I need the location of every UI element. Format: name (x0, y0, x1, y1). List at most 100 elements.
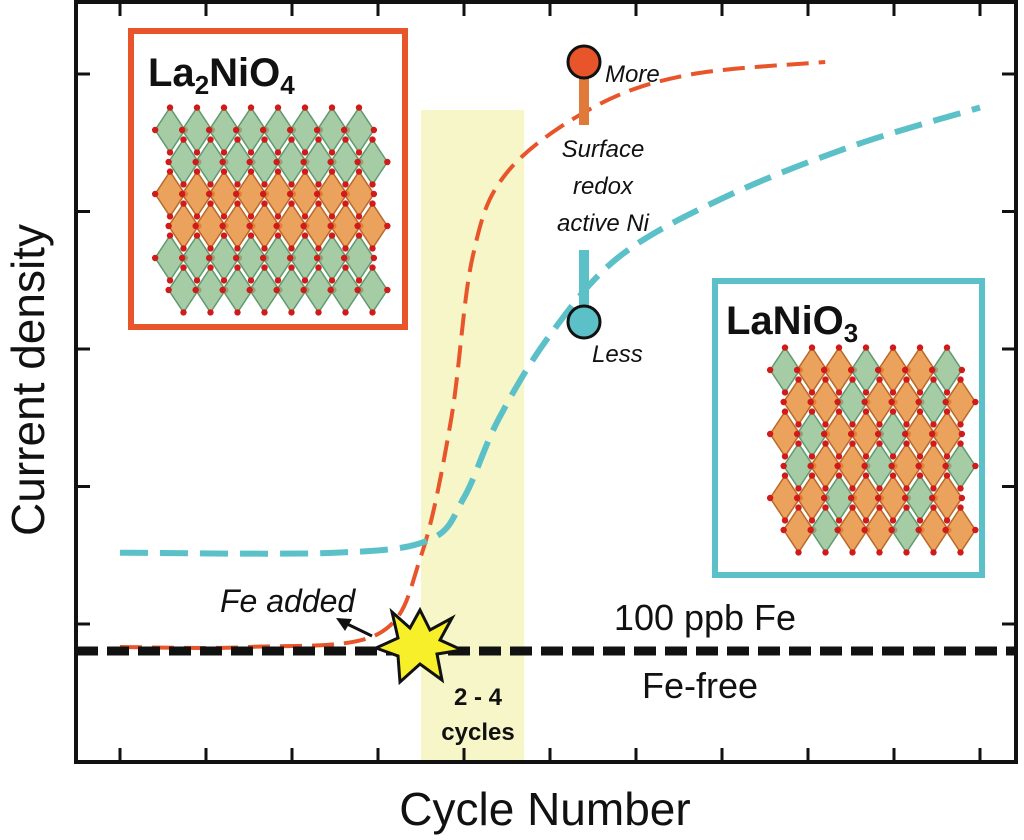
oxygen-atom (862, 453, 870, 460)
oxygen-atom (165, 286, 172, 294)
oxygen-atom (247, 168, 255, 175)
oxygen-atom (259, 254, 267, 262)
oxygen-atom (834, 398, 841, 406)
oxygen-atom (207, 136, 214, 143)
oxygen-atom (259, 190, 267, 198)
oxygen-atom (793, 430, 801, 438)
oxygen-atom (370, 254, 378, 262)
oxygen-atom (384, 286, 391, 294)
oxygen-atom (861, 526, 868, 534)
oxygen-atom (957, 421, 964, 428)
oxygen-atom (916, 472, 924, 479)
oxygen-atom (916, 408, 924, 415)
oxygen-atom (795, 549, 802, 556)
oxygen-atom (259, 126, 267, 134)
oxygen-atom (354, 222, 361, 230)
oxygen-atom (288, 200, 295, 207)
oxygen-atom (286, 126, 294, 134)
oxygen-atom (820, 366, 828, 374)
inset-lanio3: LaNiO3 (712, 278, 985, 578)
oxygen-atom (151, 254, 159, 262)
oxygen-atom (766, 366, 774, 374)
oxygen-atom (315, 245, 322, 252)
oxygen-atom (835, 389, 843, 396)
oxygen-atom (166, 104, 174, 111)
less-marker (566, 304, 602, 340)
oxygen-atom (903, 504, 910, 511)
oxygen-atom (876, 421, 883, 428)
fe-added-star-icon (372, 606, 468, 686)
oxygen-atom (301, 104, 309, 111)
oxygen-atom (193, 232, 201, 239)
oxygen-atom (930, 440, 937, 447)
oxygen-atom (234, 309, 241, 316)
oxygen-atom (876, 485, 883, 492)
oxygen-atom (849, 504, 856, 511)
oxygen-atom (822, 549, 829, 556)
inset-lanio3-title: LaNiO3 (726, 299, 858, 348)
oxygen-atom (180, 200, 187, 207)
oxygen-atom (835, 344, 843, 351)
series-line-lanio3 (119, 104, 981, 557)
oxygen-atom (808, 344, 816, 351)
oxygen-atom (301, 149, 309, 156)
oxygen-atom (835, 453, 843, 460)
oxygen-atom (180, 309, 187, 316)
oxygen-atom (328, 149, 336, 156)
oxygen-atom (207, 309, 214, 316)
surface-label-line1: Surface (562, 136, 645, 163)
oxygen-atom (862, 389, 870, 396)
oxygen-atom (234, 245, 241, 252)
oxygen-atom (205, 190, 213, 198)
oxygen-atom (232, 126, 240, 134)
inset-la2nio4: La2NiO4 (128, 28, 408, 330)
oxygen-atom (315, 264, 322, 271)
fe-added-arrowhead (336, 618, 352, 631)
oxygen-atom (219, 158, 226, 166)
oxygen-atom (193, 168, 201, 175)
more-marker (566, 44, 602, 80)
surface-label-line2: redox (573, 173, 634, 200)
oxygen-atom (928, 430, 936, 438)
oxygen-atom (847, 494, 855, 502)
oxygen-atom (957, 440, 964, 447)
oxygen-atom (247, 149, 255, 156)
oxygen-atom (232, 254, 240, 262)
oxygen-atom (928, 366, 936, 374)
oxygen-atom (369, 136, 376, 143)
oxygen-atom (943, 453, 951, 460)
axis-ticks (76, 2, 1016, 763)
oxygen-atom (822, 376, 829, 383)
oxygen-atom (849, 421, 856, 428)
oxygen-atom (916, 389, 924, 396)
oxygen-atom (261, 200, 268, 207)
oxygen-atom (930, 421, 937, 428)
oxygen-atom (370, 190, 378, 198)
oxygen-atom (862, 344, 870, 351)
oxygen-atom (220, 149, 228, 156)
oxygen-atom (861, 398, 868, 406)
oxygen-atom (327, 158, 334, 166)
oxygen-atom (903, 421, 910, 428)
oxygen-atom (328, 213, 336, 220)
oxygen-atom (288, 181, 295, 188)
oxygen-atom (369, 181, 376, 188)
oxygen-atom (780, 526, 787, 534)
oxygen-atom (958, 494, 966, 502)
oxygen-atom (808, 389, 816, 396)
oxygen-atom (286, 190, 294, 198)
oxygen-atom (261, 245, 268, 252)
oxygen-atom (915, 462, 922, 470)
series-line-la2nio4 (119, 60, 826, 650)
oxygen-atom (192, 286, 199, 294)
oxygen-atom (781, 408, 789, 415)
oxygen-atom (874, 366, 882, 374)
oxygen-atom (288, 245, 295, 252)
oxygen-atom (342, 245, 349, 252)
highlight-label-line1: 2 - 4 (454, 684, 503, 711)
oxygen-atom (795, 504, 802, 511)
oxygen-atom (261, 309, 268, 316)
oxygen-atom (766, 494, 774, 502)
oxygen-atom (301, 277, 309, 284)
oxygen-atom (234, 181, 241, 188)
